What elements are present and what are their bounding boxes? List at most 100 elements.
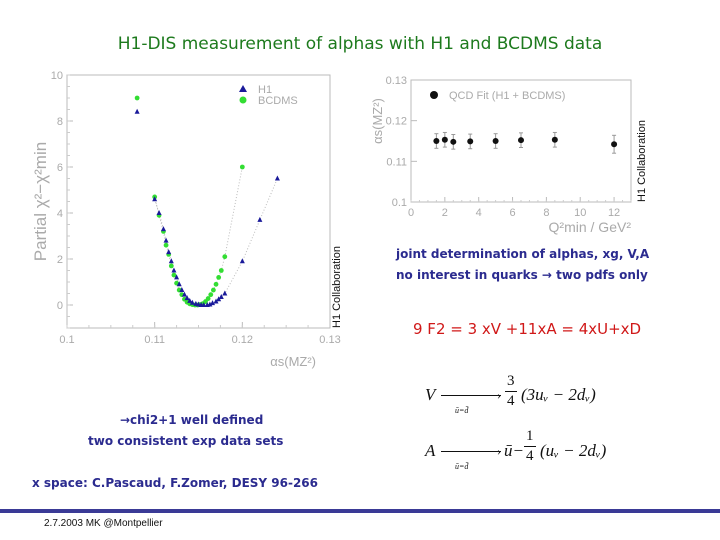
h1-point <box>181 291 187 297</box>
footer-divider <box>0 509 720 513</box>
bcdms-point <box>216 275 222 280</box>
collaboration-label: H1 Collaboration <box>636 120 648 202</box>
h1-point <box>163 237 169 243</box>
h1-point <box>210 300 216 306</box>
h1-point <box>160 226 166 232</box>
h1-point <box>134 108 140 114</box>
x-tick-label: 4 <box>476 207 482 219</box>
x-axis-label: αs(MZ²) <box>270 354 316 369</box>
qcd-fit-point <box>441 136 448 143</box>
h1-point <box>156 210 162 215</box>
h1-point <box>189 299 195 305</box>
bcdms-point <box>211 287 216 293</box>
h1-point <box>171 267 177 273</box>
legend-qcd-fit: QCD Fit (H1 + BCDMS) <box>449 90 565 102</box>
a-prefix: ū− <box>504 441 524 460</box>
x-tick-label: 0 <box>408 207 414 219</box>
bcdms-point <box>208 292 214 298</box>
fraction-num: 3 <box>507 373 515 389</box>
h1-point <box>222 290 228 296</box>
bcdms-point <box>205 296 211 301</box>
y-tick-label: 10 <box>51 70 63 82</box>
h1-point <box>216 296 222 302</box>
qcd-fit-point <box>551 136 558 143</box>
qcd-fit-point <box>518 137 524 144</box>
x-tick-label: 8 <box>543 207 549 219</box>
condition-label: ū=d̄ <box>455 462 469 471</box>
x-tick-label: 0.13 <box>319 334 340 346</box>
h1-point <box>213 298 219 304</box>
v-expression: (3uᵥ − 2dᵥ) <box>521 385 596 404</box>
x-tick-label: 0.12 <box>232 334 253 346</box>
h1-point <box>184 295 190 301</box>
bcdms-point <box>134 95 140 101</box>
fraction-bar <box>524 446 536 447</box>
fraction-den: 4 <box>526 448 534 464</box>
bcdms-point <box>163 242 169 248</box>
arrow-head: › <box>497 388 501 402</box>
pdf-formulas: V › ū=d̄ 3 4 (3uᵥ − 2dᵥ) A › ū=d̄ ū− 1 4… <box>425 373 625 478</box>
h1-point <box>168 258 174 264</box>
bcdms-point <box>218 268 224 273</box>
h1-point <box>179 287 185 293</box>
alphas-vs-q2-chart: 0.1 0.11 0.12 0.13 0 2 4 6 8 10 12 αs(MZ²) Q²min / G… <box>370 75 648 235</box>
chi2-note: →chi2+1 well defined <box>120 413 264 427</box>
bcdms-point <box>171 272 177 278</box>
h1-point <box>187 297 193 303</box>
consistent-data-note: two consistent exp data sets <box>88 434 284 448</box>
legend-marker <box>430 91 438 99</box>
x-tick-label: 0.1 <box>59 334 74 346</box>
h1-point <box>257 216 263 222</box>
collaboration-label: H1 Collaboration <box>331 246 343 328</box>
bcdms-point <box>239 164 245 170</box>
bcdms-point <box>168 263 174 269</box>
fraction-bar <box>505 391 517 392</box>
f2-relation: 9 F2 = 3 xV +11xA = 4xU+xD <box>413 320 642 338</box>
h1-point <box>239 258 245 264</box>
y-tick-label: 0 <box>57 300 63 312</box>
x-tick-label: 10 <box>574 207 586 219</box>
h1-point <box>166 249 172 255</box>
slide-title: H1-DIS measurement of alphas with H1 and… <box>117 34 603 54</box>
bcdms-point <box>222 254 228 260</box>
chi2-scan-chart: 0 2 4 6 8 10 0.1 0.11 0.12 0.13 Partial χ²−χ²min αs… <box>31 70 343 369</box>
fraction-den: 4 <box>507 393 515 409</box>
h1-point <box>174 274 180 280</box>
y-axis-label: Partial χ²−χ²min <box>31 142 50 261</box>
qcd-fit-point <box>433 138 440 144</box>
h1-point <box>274 175 280 181</box>
legend-bcdms: BCDMS <box>258 95 298 107</box>
h1-point <box>218 293 224 299</box>
y-tick-label: 2 <box>57 254 63 266</box>
arrow-head: › <box>497 444 501 458</box>
x-tick-label: 12 <box>608 207 620 219</box>
h1-point <box>201 302 207 307</box>
arrow-line <box>441 395 501 396</box>
qcd-fit-point <box>450 138 457 145</box>
v-symbol: V <box>425 385 436 404</box>
two-pdfs-note: no interest in quarks → two pdfs only <box>396 268 648 282</box>
x-tick-label: 6 <box>509 207 515 219</box>
qcd-fit-point <box>492 138 499 144</box>
x-tick-label: 2 <box>442 207 448 219</box>
y-tick-label: 0.11 <box>386 156 407 168</box>
fraction-num: 1 <box>526 428 534 444</box>
y-tick-label: 6 <box>57 162 63 174</box>
h1-point <box>176 281 182 287</box>
x-tick-label: 0.11 <box>144 334 165 346</box>
a-expression: (uᵥ − 2dᵥ) <box>540 441 607 460</box>
arrow-line <box>441 451 501 452</box>
joint-determination-note: joint determination of alphas, xg, V,A <box>396 247 650 261</box>
x-axis-label: Q²min / GeV² <box>549 219 632 235</box>
reference-note: x space: C.Pascaud, F.Zomer, DESY 96-266 <box>32 476 319 490</box>
qcd-fit-point <box>611 141 618 148</box>
y-tick-label: 8 <box>57 116 63 128</box>
h1-point <box>152 196 158 202</box>
plot-frame <box>66 74 331 329</box>
bcdms-legend-marker <box>239 96 247 104</box>
qcd-fit-point <box>467 138 474 145</box>
y-tick-label: 0.12 <box>386 116 407 128</box>
y-tick-label: 0.1 <box>392 197 407 209</box>
legend-h1: H1 <box>258 84 272 96</box>
h1-point <box>207 301 213 307</box>
